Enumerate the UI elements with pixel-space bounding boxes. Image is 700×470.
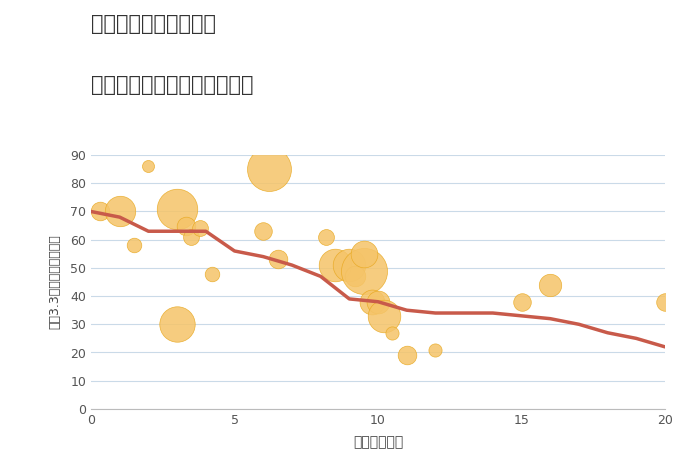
Point <box>129 242 140 249</box>
Point <box>172 205 183 212</box>
Point <box>272 256 283 263</box>
Point <box>180 222 191 229</box>
Point <box>659 298 671 306</box>
Point <box>344 261 355 269</box>
Point <box>545 281 556 289</box>
X-axis label: 駅距離（分）: 駅距離（分） <box>353 435 403 449</box>
Point <box>358 267 370 274</box>
Point <box>401 352 412 359</box>
Point <box>386 329 398 337</box>
Point <box>172 321 183 328</box>
Point <box>430 346 441 353</box>
Point <box>186 233 197 241</box>
Point <box>114 208 125 215</box>
Point <box>516 298 527 306</box>
Point <box>143 163 154 170</box>
Point <box>372 298 384 306</box>
Point <box>258 227 269 235</box>
Point <box>358 250 370 258</box>
Point <box>321 233 332 241</box>
Point <box>367 298 378 306</box>
Text: 駅距離別中古マンション価格: 駅距離別中古マンション価格 <box>91 75 253 95</box>
Point <box>195 225 206 232</box>
Y-axis label: 坪（3.3㎡）単価（万円）: 坪（3.3㎡）単価（万円） <box>49 235 62 329</box>
Point <box>349 273 360 280</box>
Point <box>94 208 105 215</box>
Text: 愛知県津島市大和町の: 愛知県津島市大和町の <box>91 14 216 34</box>
Point <box>330 261 341 269</box>
Point <box>378 312 389 320</box>
Point <box>263 165 274 173</box>
Point <box>206 270 217 277</box>
